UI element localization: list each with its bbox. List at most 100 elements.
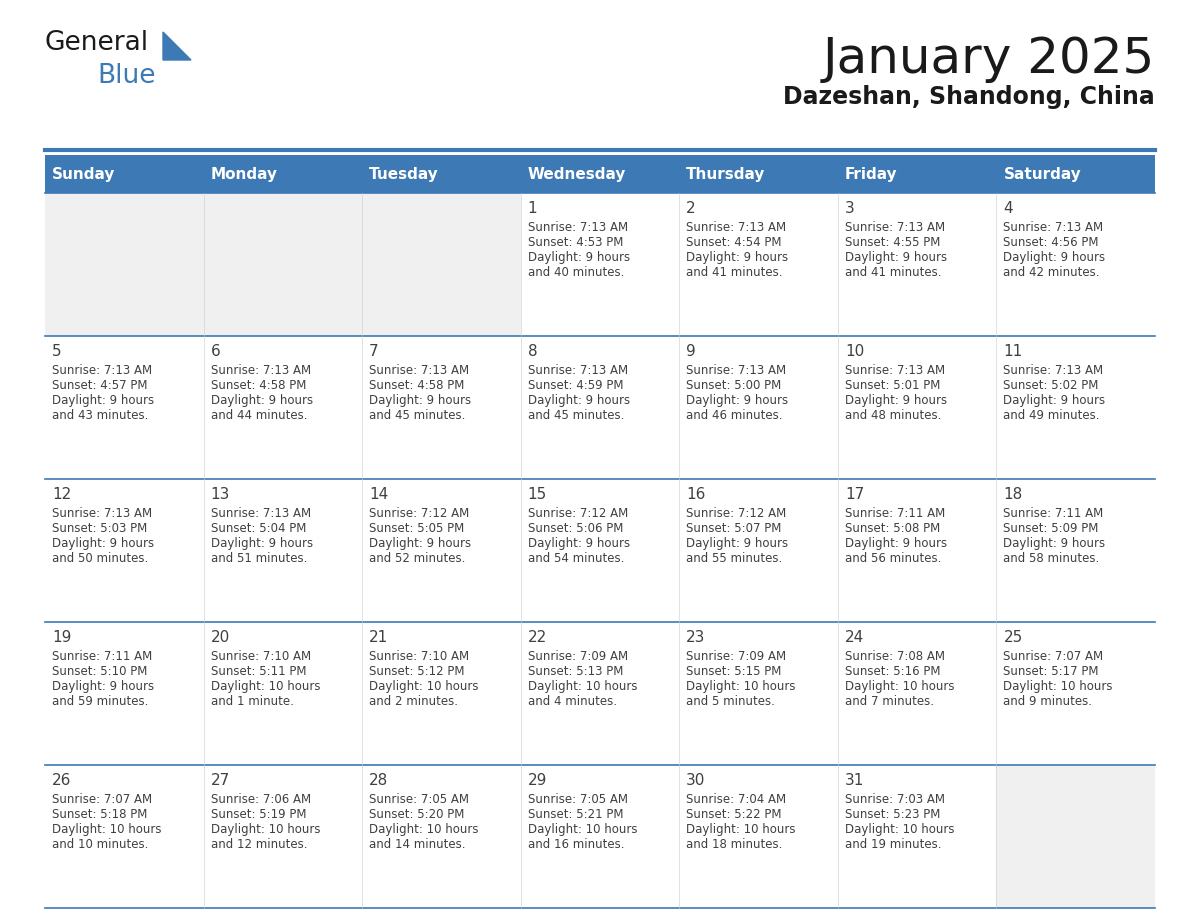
Text: Sunrise: 7:09 AM: Sunrise: 7:09 AM xyxy=(687,650,786,663)
Bar xyxy=(45,336,203,479)
Text: Daylight: 10 hours: Daylight: 10 hours xyxy=(210,680,320,693)
Text: Sunrise: 7:05 AM: Sunrise: 7:05 AM xyxy=(369,793,469,806)
Text: and 51 minutes.: and 51 minutes. xyxy=(210,552,307,565)
Text: 3: 3 xyxy=(845,201,854,216)
Text: Wednesday: Wednesday xyxy=(527,166,626,182)
Text: Sunset: 5:08 PM: Sunset: 5:08 PM xyxy=(845,522,940,535)
Text: Daylight: 9 hours: Daylight: 9 hours xyxy=(527,251,630,264)
Bar xyxy=(680,155,838,193)
Bar xyxy=(520,622,680,765)
Bar xyxy=(997,479,1155,622)
Text: Sunrise: 7:06 AM: Sunrise: 7:06 AM xyxy=(210,793,311,806)
Text: and 55 minutes.: and 55 minutes. xyxy=(687,552,783,565)
Text: Sunrise: 7:05 AM: Sunrise: 7:05 AM xyxy=(527,793,627,806)
Text: Friday: Friday xyxy=(845,166,897,182)
Text: and 45 minutes.: and 45 minutes. xyxy=(369,409,466,422)
Text: Sunset: 5:21 PM: Sunset: 5:21 PM xyxy=(527,808,624,821)
Text: Sunset: 5:22 PM: Sunset: 5:22 PM xyxy=(687,808,782,821)
Text: and 58 minutes.: and 58 minutes. xyxy=(1004,552,1100,565)
Text: Daylight: 9 hours: Daylight: 9 hours xyxy=(52,680,154,693)
Text: Daylight: 10 hours: Daylight: 10 hours xyxy=(845,823,954,836)
Text: 16: 16 xyxy=(687,487,706,502)
Text: Daylight: 10 hours: Daylight: 10 hours xyxy=(527,680,637,693)
Text: 23: 23 xyxy=(687,630,706,645)
Text: 25: 25 xyxy=(1004,630,1023,645)
Text: Sunrise: 7:12 AM: Sunrise: 7:12 AM xyxy=(369,507,469,520)
Text: Sunset: 5:18 PM: Sunset: 5:18 PM xyxy=(52,808,147,821)
Text: and 52 minutes.: and 52 minutes. xyxy=(369,552,466,565)
Text: Daylight: 10 hours: Daylight: 10 hours xyxy=(1004,680,1113,693)
Text: and 48 minutes.: and 48 minutes. xyxy=(845,409,941,422)
Text: Daylight: 9 hours: Daylight: 9 hours xyxy=(52,394,154,407)
Bar xyxy=(203,765,362,908)
Bar xyxy=(203,336,362,479)
Text: Sunrise: 7:11 AM: Sunrise: 7:11 AM xyxy=(1004,507,1104,520)
Bar xyxy=(45,622,203,765)
Text: Sunrise: 7:13 AM: Sunrise: 7:13 AM xyxy=(845,364,944,377)
Bar xyxy=(680,765,838,908)
Bar xyxy=(838,155,997,193)
Text: Sunset: 4:58 PM: Sunset: 4:58 PM xyxy=(210,379,307,392)
Bar xyxy=(997,622,1155,765)
Text: 18: 18 xyxy=(1004,487,1023,502)
Text: Sunset: 5:16 PM: Sunset: 5:16 PM xyxy=(845,665,941,678)
Text: 1: 1 xyxy=(527,201,537,216)
Text: 5: 5 xyxy=(52,344,62,359)
Text: Sunrise: 7:13 AM: Sunrise: 7:13 AM xyxy=(1004,364,1104,377)
Text: Sunrise: 7:13 AM: Sunrise: 7:13 AM xyxy=(210,364,311,377)
Text: Sunset: 5:10 PM: Sunset: 5:10 PM xyxy=(52,665,147,678)
Bar xyxy=(680,479,838,622)
Text: and 1 minute.: and 1 minute. xyxy=(210,695,293,708)
Text: 21: 21 xyxy=(369,630,388,645)
Text: and 41 minutes.: and 41 minutes. xyxy=(845,266,941,279)
Text: Daylight: 9 hours: Daylight: 9 hours xyxy=(1004,394,1106,407)
Text: Daylight: 9 hours: Daylight: 9 hours xyxy=(369,394,472,407)
Bar xyxy=(203,155,362,193)
Bar xyxy=(838,765,997,908)
Text: Daylight: 10 hours: Daylight: 10 hours xyxy=(687,680,796,693)
Bar xyxy=(838,193,997,336)
Text: Daylight: 10 hours: Daylight: 10 hours xyxy=(845,680,954,693)
Polygon shape xyxy=(163,32,191,60)
Text: and 19 minutes.: and 19 minutes. xyxy=(845,838,941,851)
Text: 22: 22 xyxy=(527,630,546,645)
Text: Sunrise: 7:11 AM: Sunrise: 7:11 AM xyxy=(845,507,946,520)
Text: Daylight: 10 hours: Daylight: 10 hours xyxy=(52,823,162,836)
Text: Sunrise: 7:09 AM: Sunrise: 7:09 AM xyxy=(527,650,627,663)
Text: Sunset: 5:01 PM: Sunset: 5:01 PM xyxy=(845,379,940,392)
Bar xyxy=(362,479,520,622)
Text: Daylight: 9 hours: Daylight: 9 hours xyxy=(369,537,472,550)
Text: Sunrise: 7:13 AM: Sunrise: 7:13 AM xyxy=(527,364,627,377)
Bar xyxy=(680,336,838,479)
Bar xyxy=(520,155,680,193)
Text: and 40 minutes.: and 40 minutes. xyxy=(527,266,624,279)
Text: Daylight: 9 hours: Daylight: 9 hours xyxy=(52,537,154,550)
Text: and 49 minutes.: and 49 minutes. xyxy=(1004,409,1100,422)
Text: Sunset: 5:17 PM: Sunset: 5:17 PM xyxy=(1004,665,1099,678)
Bar xyxy=(45,155,203,193)
Bar xyxy=(203,193,362,336)
Text: Sunrise: 7:13 AM: Sunrise: 7:13 AM xyxy=(369,364,469,377)
Text: and 54 minutes.: and 54 minutes. xyxy=(527,552,624,565)
Text: Daylight: 9 hours: Daylight: 9 hours xyxy=(1004,537,1106,550)
Bar xyxy=(838,622,997,765)
Text: and 43 minutes.: and 43 minutes. xyxy=(52,409,148,422)
Text: and 41 minutes.: and 41 minutes. xyxy=(687,266,783,279)
Text: Sunset: 4:54 PM: Sunset: 4:54 PM xyxy=(687,236,782,249)
Text: Daylight: 9 hours: Daylight: 9 hours xyxy=(210,537,312,550)
Text: Sunrise: 7:10 AM: Sunrise: 7:10 AM xyxy=(210,650,311,663)
Text: 26: 26 xyxy=(52,773,71,788)
Text: 24: 24 xyxy=(845,630,864,645)
Text: 9: 9 xyxy=(687,344,696,359)
Text: Sunset: 4:53 PM: Sunset: 4:53 PM xyxy=(527,236,623,249)
Text: and 4 minutes.: and 4 minutes. xyxy=(527,695,617,708)
Text: and 45 minutes.: and 45 minutes. xyxy=(527,409,624,422)
Text: Sunset: 5:02 PM: Sunset: 5:02 PM xyxy=(1004,379,1099,392)
Text: 15: 15 xyxy=(527,487,546,502)
Text: Sunrise: 7:13 AM: Sunrise: 7:13 AM xyxy=(527,221,627,234)
Text: Daylight: 9 hours: Daylight: 9 hours xyxy=(1004,251,1106,264)
Text: and 50 minutes.: and 50 minutes. xyxy=(52,552,148,565)
Text: Sunrise: 7:03 AM: Sunrise: 7:03 AM xyxy=(845,793,944,806)
Text: General: General xyxy=(45,30,150,56)
Text: and 42 minutes.: and 42 minutes. xyxy=(1004,266,1100,279)
